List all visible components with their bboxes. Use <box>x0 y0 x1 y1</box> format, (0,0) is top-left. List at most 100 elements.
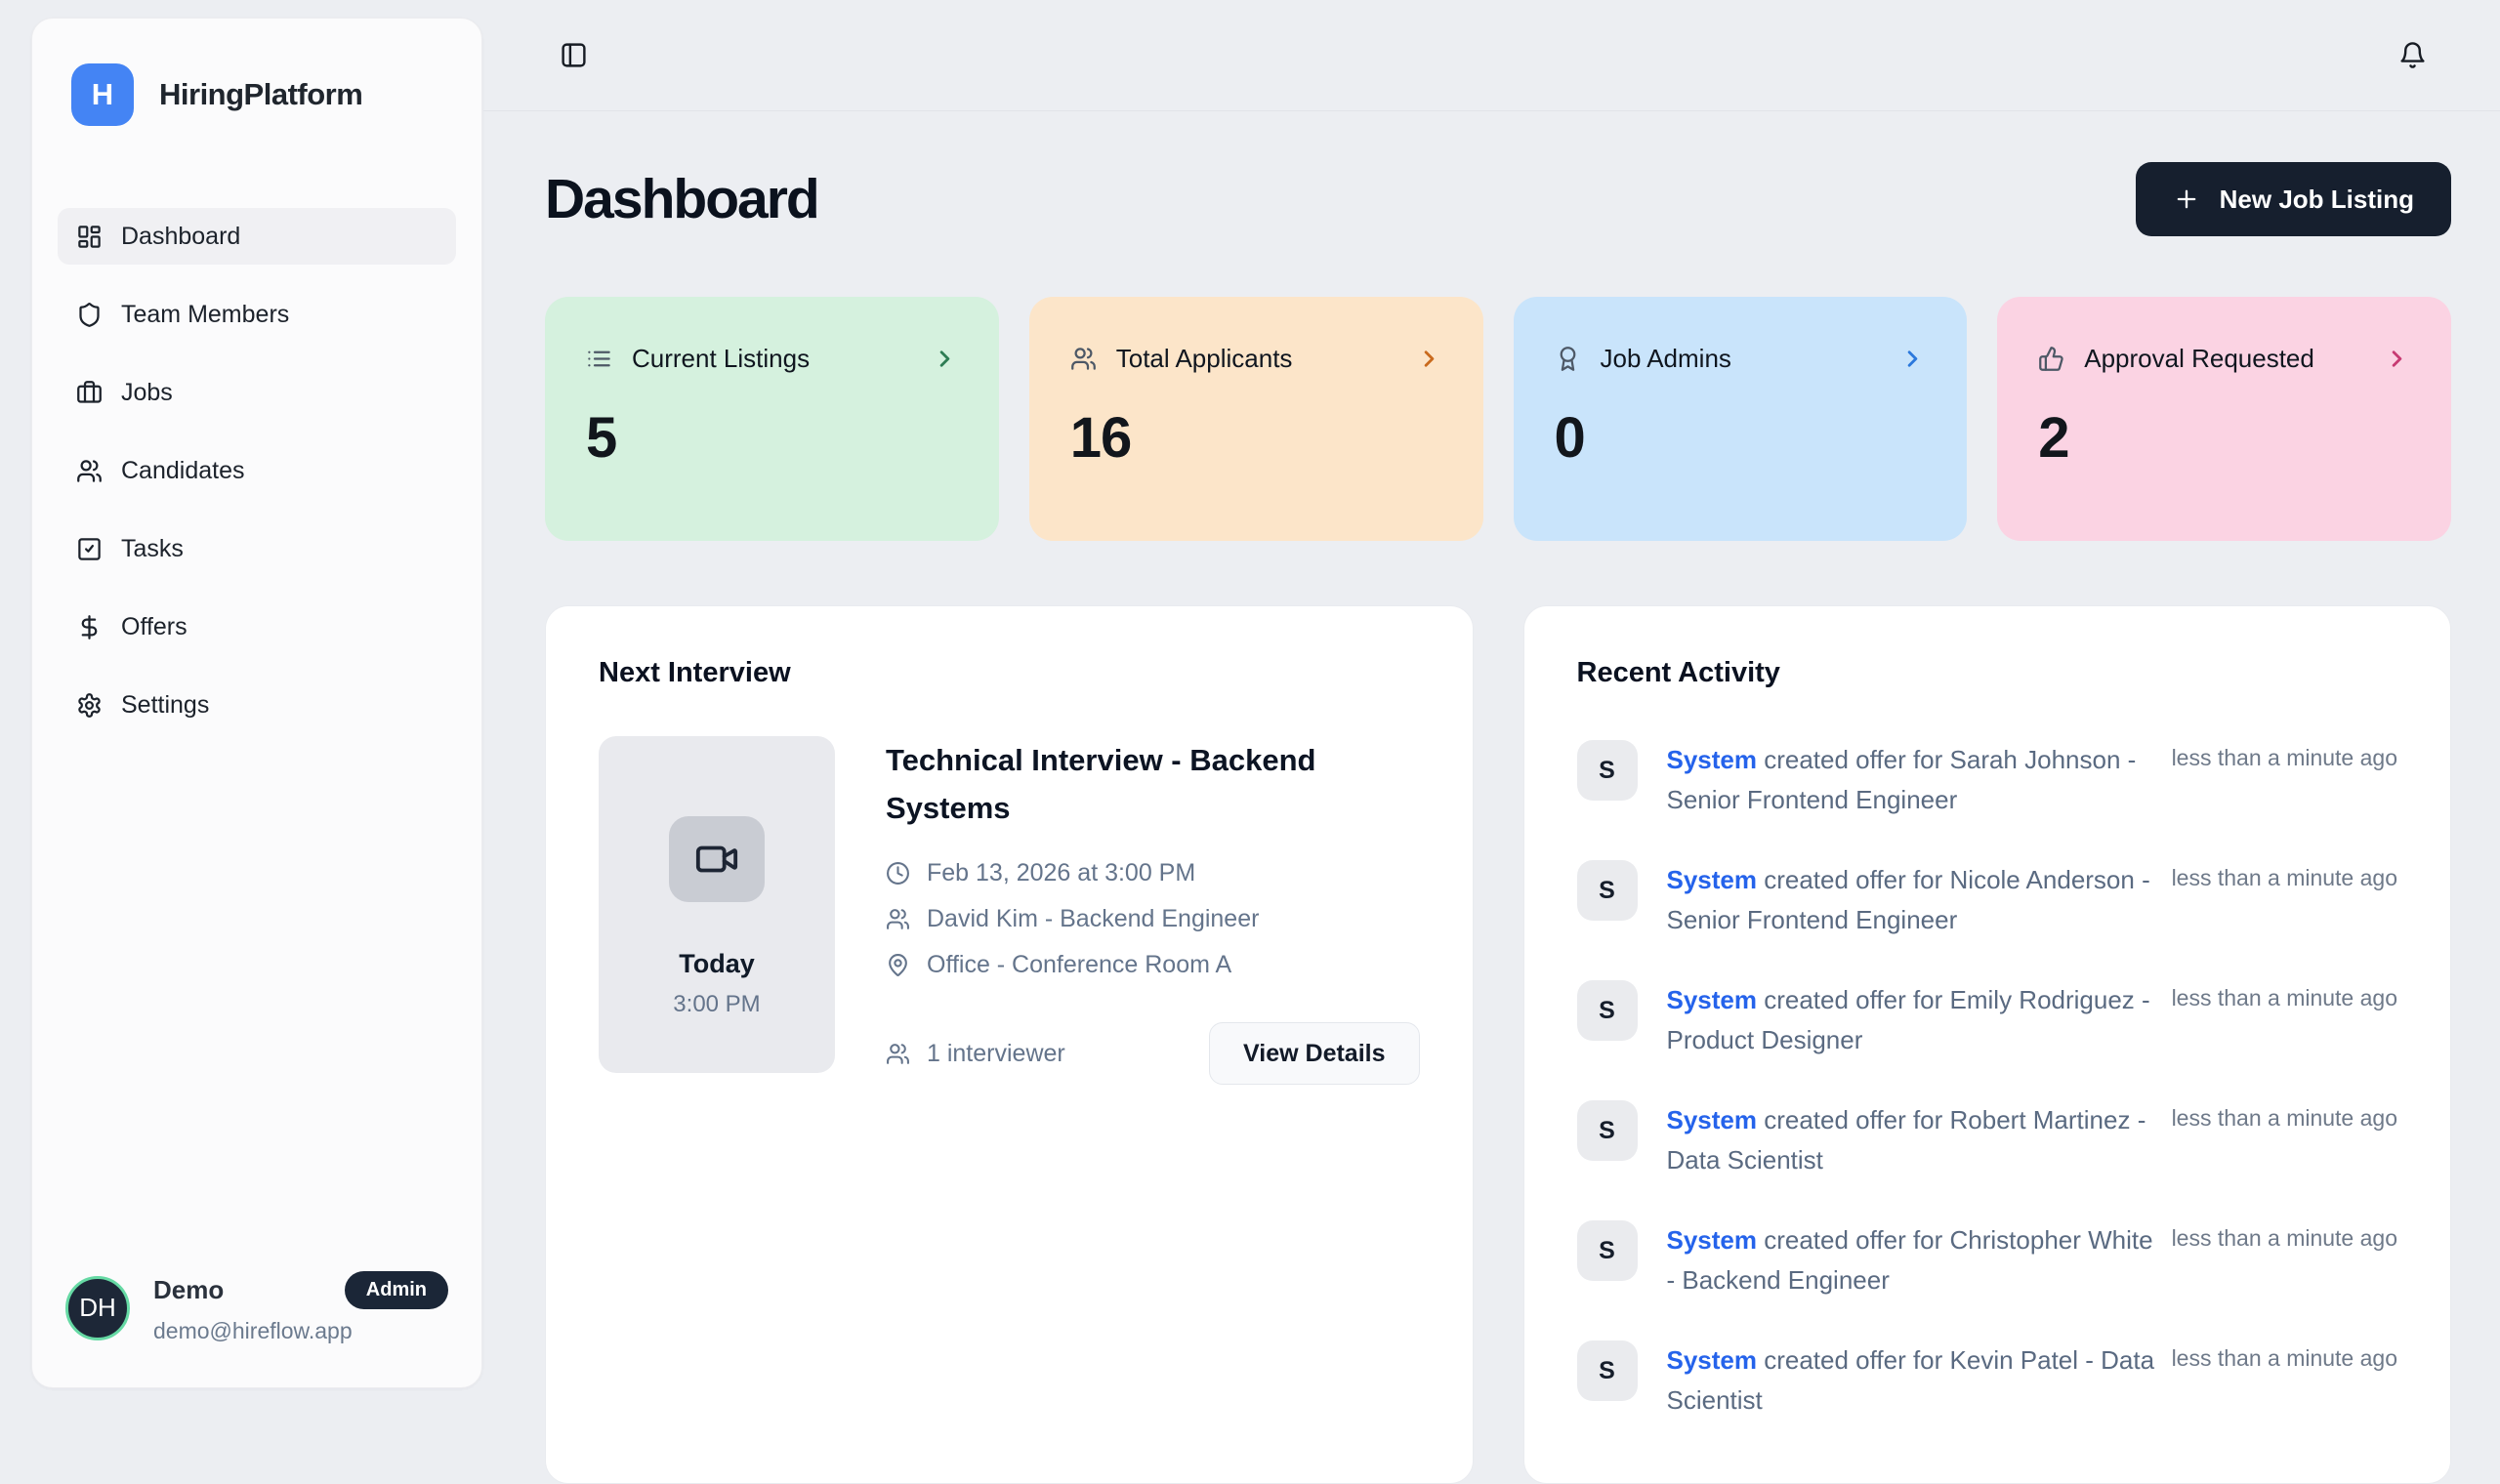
activity-actor[interactable]: System <box>1666 1105 1758 1134</box>
activity-timestamp: less than a minute ago <box>2171 1345 2397 1371</box>
activity-message-text: created offer for Robert Martinez - Data… <box>1666 1105 2146 1175</box>
activity-actor[interactable]: System <box>1666 1225 1758 1255</box>
sidebar-item-tasks[interactable]: Tasks <box>58 520 456 577</box>
stat-value: 5 <box>586 406 617 470</box>
map-pin-icon <box>886 953 910 977</box>
activity-message: System created offer for Kevin Patel - D… <box>1667 1340 2155 1421</box>
activity-timestamp: less than a minute ago <box>2171 985 2397 1010</box>
thumbs-up-icon <box>2038 346 2064 372</box>
activity-item: S System created offer for Nicole Anders… <box>1576 860 2397 940</box>
interview-datetime: Feb 13, 2026 at 3:00 PM <box>927 859 1196 886</box>
activity-message-text: created offer for Nicole Anderson - Seni… <box>1666 865 2150 934</box>
activity-message: System created offer for Christopher Whi… <box>1667 1220 2155 1300</box>
new-job-listing-label: New Job Listing <box>2219 184 2414 214</box>
sidebar-item-settings[interactable]: Settings <box>58 677 456 733</box>
app-logo: H HiringPlatform <box>32 19 481 126</box>
new-job-listing-button[interactable]: New Job Listing <box>2135 162 2451 236</box>
users-icon <box>1070 346 1097 372</box>
activity-avatar: S <box>1576 860 1638 921</box>
recent-activity-panel: Recent Activity S System created offer f… <box>1522 605 2451 1484</box>
bell-icon <box>2398 41 2427 69</box>
dollar-icon <box>76 614 103 640</box>
users-icon <box>886 1042 910 1066</box>
chevron-right-icon <box>1899 346 1926 372</box>
sidebar-item-label: Jobs <box>121 378 173 406</box>
activity-message: System created offer for Emily Rodriguez… <box>1667 980 2155 1060</box>
page-title: Dashboard <box>545 168 820 230</box>
task-check-icon <box>76 536 103 562</box>
users-icon <box>76 458 103 484</box>
gear-icon <box>76 692 103 719</box>
sidebar-item-label: Candidates <box>121 456 245 484</box>
activity-actor[interactable]: System <box>1666 985 1758 1014</box>
activity-message-text: created offer for Christopher White - Ba… <box>1666 1225 2153 1295</box>
interview-time: 3:00 PM <box>673 991 761 1017</box>
activity-actor[interactable]: System <box>1666 1345 1758 1375</box>
activity-actor[interactable]: System <box>1666 865 1758 894</box>
activity-avatar: S <box>1576 1340 1638 1401</box>
plus-icon <box>2173 186 2200 213</box>
page-header: Dashboard New Job Listing <box>545 162 2451 236</box>
interview-datetime-row: Feb 13, 2026 at 3:00 PM <box>886 859 1420 887</box>
user-email: demo@hireflow.app <box>153 1318 353 1343</box>
activity-message: System created offer for Robert Martinez… <box>1667 1100 2155 1180</box>
video-camera-icon <box>669 816 765 902</box>
sidebar: H HiringPlatform Dashboard Team Members … <box>31 18 482 1388</box>
stat-card-approval-requested[interactable]: Approval Requested 2 <box>1997 297 2451 541</box>
stat-value: 0 <box>1554 406 1586 470</box>
view-details-button[interactable]: View Details <box>1209 1022 1420 1085</box>
sidebar-item-offers[interactable]: Offers <box>58 598 456 655</box>
activity-actor[interactable]: System <box>1666 745 1758 774</box>
sidebar-item-candidates[interactable]: Candidates <box>58 442 456 499</box>
notifications-button[interactable] <box>2398 41 2427 69</box>
chevron-right-icon <box>1416 346 1442 372</box>
activity-avatar: S <box>1576 1100 1638 1161</box>
user-name: Demo <box>153 1275 225 1304</box>
award-icon <box>1555 346 1581 372</box>
sidebar-item-label: Settings <box>121 690 210 719</box>
interviewer-count: 1 interviewer <box>886 1040 1065 1068</box>
activity-avatar: S <box>1576 1220 1638 1281</box>
activity-timestamp: less than a minute ago <box>2171 1105 2397 1131</box>
stat-cards: Current Listings 5 Total Applicants <box>545 297 2451 541</box>
activity-item: S System created offer for Sarah Johnson… <box>1576 740 2397 820</box>
chevron-right-icon <box>2384 346 2410 372</box>
topbar <box>483 0 2500 111</box>
stat-label: Approval Requested <box>2084 344 2314 373</box>
stat-card-total-applicants[interactable]: Total Applicants 16 <box>1028 297 1483 541</box>
sidebar-item-label: Tasks <box>121 534 184 562</box>
list-icon <box>586 346 612 372</box>
app-logo-icon: H <box>71 63 134 126</box>
activity-item: S System created offer for Robert Martin… <box>1576 1100 2397 1180</box>
activity-message-text: created offer for Emily Rodriguez - Prod… <box>1666 985 2150 1054</box>
next-interview-title: Next Interview <box>599 657 791 688</box>
role-badge: Admin <box>344 1271 448 1309</box>
sidebar-item-label: Offers <box>121 612 188 640</box>
stat-value: 2 <box>2038 406 2069 470</box>
interviewer-count-label: 1 interviewer <box>927 1039 1065 1067</box>
interview-title: Technical Interview - Backend Systems <box>886 743 1316 825</box>
panel-left-icon <box>560 41 588 69</box>
activity-timestamp: less than a minute ago <box>2171 1225 2397 1251</box>
activity-avatar: S <box>1576 740 1638 801</box>
panels: Next Interview Today 3:00 PM Technical I… <box>545 605 2451 1484</box>
user-info: Demo Admin demo@hireflow.app <box>153 1271 448 1344</box>
stat-label: Total Applicants <box>1115 344 1293 373</box>
interview-person-row: David Kim - Backend Engineer <box>886 905 1420 933</box>
sidebar-toggle-button[interactable] <box>560 41 588 69</box>
stat-card-current-listings[interactable]: Current Listings 5 <box>545 297 999 541</box>
activity-timestamp: less than a minute ago <box>2171 865 2397 890</box>
sidebar-item-jobs[interactable]: Jobs <box>58 364 456 421</box>
interview-location-row: Office - Conference Room A <box>886 951 1420 979</box>
next-interview-panel: Next Interview Today 3:00 PM Technical I… <box>545 605 1474 1484</box>
activity-message: System created offer for Sarah Johnson -… <box>1667 740 2155 820</box>
user-profile[interactable]: DH Demo Admin demo@hireflow.app <box>32 1271 481 1387</box>
activity-item: S System created offer for Emily Rodrigu… <box>1576 980 2397 1060</box>
interview-person: David Kim - Backend Engineer <box>927 905 1260 932</box>
interview-day: Today <box>679 949 755 978</box>
sidebar-item-dashboard[interactable]: Dashboard <box>58 208 456 265</box>
stat-card-job-admins[interactable]: Job Admins 0 <box>1513 297 1968 541</box>
app-name: HiringPlatform <box>159 77 363 111</box>
sidebar-nav: Dashboard Team Members Jobs Candidates T… <box>32 208 481 755</box>
sidebar-item-team-members[interactable]: Team Members <box>58 286 456 343</box>
